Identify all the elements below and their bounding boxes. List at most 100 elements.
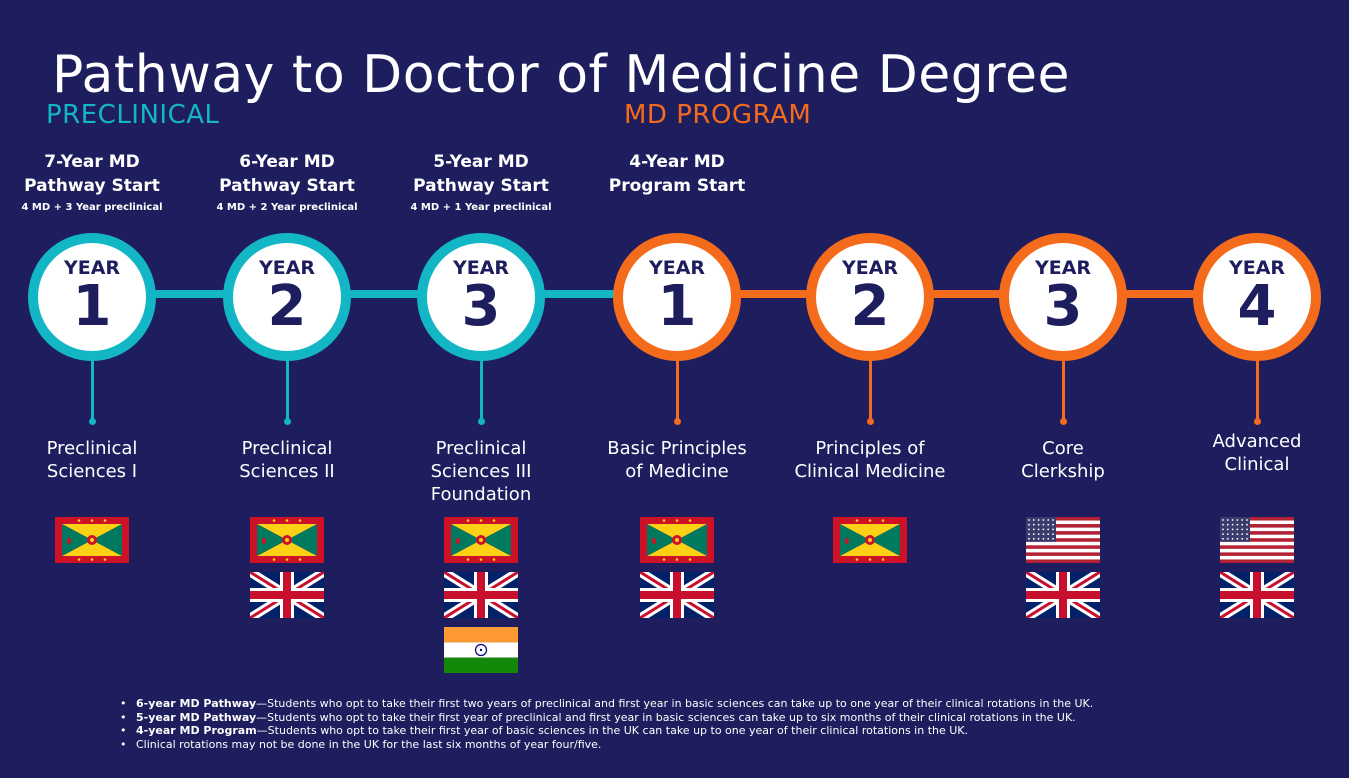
start-title-line2: Pathway Start [219,176,355,196]
course-name-line: Preclinical [435,438,527,459]
course-name-line: Core [1042,438,1084,459]
footnote-text: Clinical rotations may not be done in th… [136,737,602,751]
year-stem-line [676,352,679,422]
flag-uk-icon [247,568,327,622]
year-stem-dot [284,418,291,425]
year-stem-line [869,352,872,422]
start-subtitle: 4 MD + 2 Year preclinical [216,202,358,213]
course-name-line: Advanced [1212,431,1302,452]
course-name-line: Foundation [430,484,532,505]
flag-usa-icon [1220,517,1294,564]
year-stem-dot [1060,418,1067,425]
year-stem-dot [89,418,96,425]
year-stem-dot [674,418,681,425]
year-label: YEAR [63,257,121,279]
footnote-text: —Students who opt to take their first tw… [256,697,1094,710]
course-name-line: Sciences III [430,461,532,482]
course-name: Preclinical Sciences III Foundation [386,437,576,506]
timeline-connector-preclinical [92,290,677,298]
flag-grenada-icon [55,517,129,563]
course-name-line: of Medicine [625,461,729,482]
footnote-text: —Students who opt to take their first ye… [256,710,1076,724]
year-circle: YEAR 1 [613,233,741,361]
year-label: YEAR [258,257,316,279]
flag-uk-icon [1217,568,1297,622]
course-name-line: Principles of [815,438,925,459]
year-label: YEAR [1034,257,1092,279]
year-circle: YEAR 3 [417,233,545,361]
year-stem-line [1062,352,1065,422]
year-number: 1 [72,274,112,339]
course-name: Core Clerkship [968,437,1158,483]
footnote-item: 4-year MD Program—Students who opt to ta… [120,724,1093,738]
footnote-item: 5-year MD Pathway—Students who opt to ta… [120,711,1093,725]
page-title: Pathway to Doctor of Medicine Degree [52,44,1070,105]
year-circle: YEAR 2 [806,233,934,361]
course-name: Basic Principles of Medicine [582,437,772,483]
start-title-line2: Pathway Start [413,176,549,196]
flag-grenada-icon [833,517,907,563]
flag-grenada-icon [250,517,324,563]
footnote-term: 6-year MD Pathway [136,697,257,710]
year-circle: YEAR 2 [223,233,351,361]
course-name-line: Sciences I [46,461,138,482]
footnotes: 6-year MD Pathway—Students who opt to ta… [120,697,1093,751]
year-stem-dot [867,418,874,425]
year-number: 1 [657,274,697,339]
course-name-line: Clinical [1224,454,1290,475]
footnote-term: 4-year MD Program [136,724,257,737]
start-title-line1: 7-Year MD [44,152,140,172]
year-label: YEAR [452,257,510,279]
section-label-preclinical: PRECLINICAL [46,100,220,130]
year-stem-line [1256,352,1259,422]
year-label: YEAR [841,257,899,279]
year-stem-dot [1254,418,1261,425]
start-title-line2: Pathway Start [24,176,160,196]
year-number: 3 [1043,274,1083,339]
year-circle: YEAR 4 [1193,233,1321,361]
flag-grenada-icon [444,517,518,563]
footnote-text: —Students who opt to take their first ye… [256,724,969,737]
flag-usa-icon [1026,517,1100,564]
start-title-line2: Program Start [608,176,746,196]
start-title-line1: 6-Year MD [239,152,335,172]
year-number: 2 [267,274,307,339]
year-number: 3 [461,274,501,339]
year-stem-line [91,352,94,422]
footnote-item: Clinical rotations may not be done in th… [120,738,1093,752]
start-title-line1: 5-Year MD [433,152,529,172]
course-name-line: Sciences II [239,461,335,482]
start-subtitle: 4 MD + 1 Year preclinical [410,202,552,213]
course-name: Advanced Clinical [1162,430,1349,476]
course-name-line: Preclinical [241,438,333,459]
year-stem-dot [478,418,485,425]
start-title-line1: 4-Year MD [629,152,725,172]
footnote-item: 6-year MD Pathway—Students who opt to ta… [120,697,1093,711]
course-name: Preclinical Sciences II [192,437,382,483]
footnote-term: 5-year MD Pathway [136,710,257,724]
flag-uk-icon [1023,568,1103,622]
course-name-line: Clinical Medicine [794,461,946,482]
year-stem-line [480,352,483,422]
year-number: 4 [1237,274,1277,339]
flag-uk-icon [637,568,717,622]
flag-uk-icon [441,568,521,622]
pathway-start-6-year: 6-Year MD Pathway Start 4 MD + 2 Year pr… [187,150,387,213]
course-name-line: Basic Principles [607,438,747,459]
course-name: Preclinical Sciences I [0,437,187,483]
year-label: YEAR [648,257,706,279]
course-name-line: Clerkship [1021,461,1105,482]
year-stem-line [286,352,289,422]
course-name: Principles of Clinical Medicine [775,437,965,483]
pathway-start-5-year: 5-Year MD Pathway Start 4 MD + 1 Year pr… [381,150,581,213]
year-number: 2 [850,274,890,339]
course-name-line: Preclinical [46,438,138,459]
flag-grenada-icon [640,517,714,563]
year-label: YEAR [1228,257,1286,279]
year-circle: YEAR 1 [28,233,156,361]
pathway-start-7-year: 7-Year MD Pathway Start 4 MD + 3 Year pr… [0,150,192,213]
start-subtitle: 4 MD + 3 Year preclinical [21,202,163,213]
section-label-md-program: MD PROGRAM [624,100,812,130]
year-circle: YEAR 3 [999,233,1127,361]
flag-india-icon [444,627,518,673]
